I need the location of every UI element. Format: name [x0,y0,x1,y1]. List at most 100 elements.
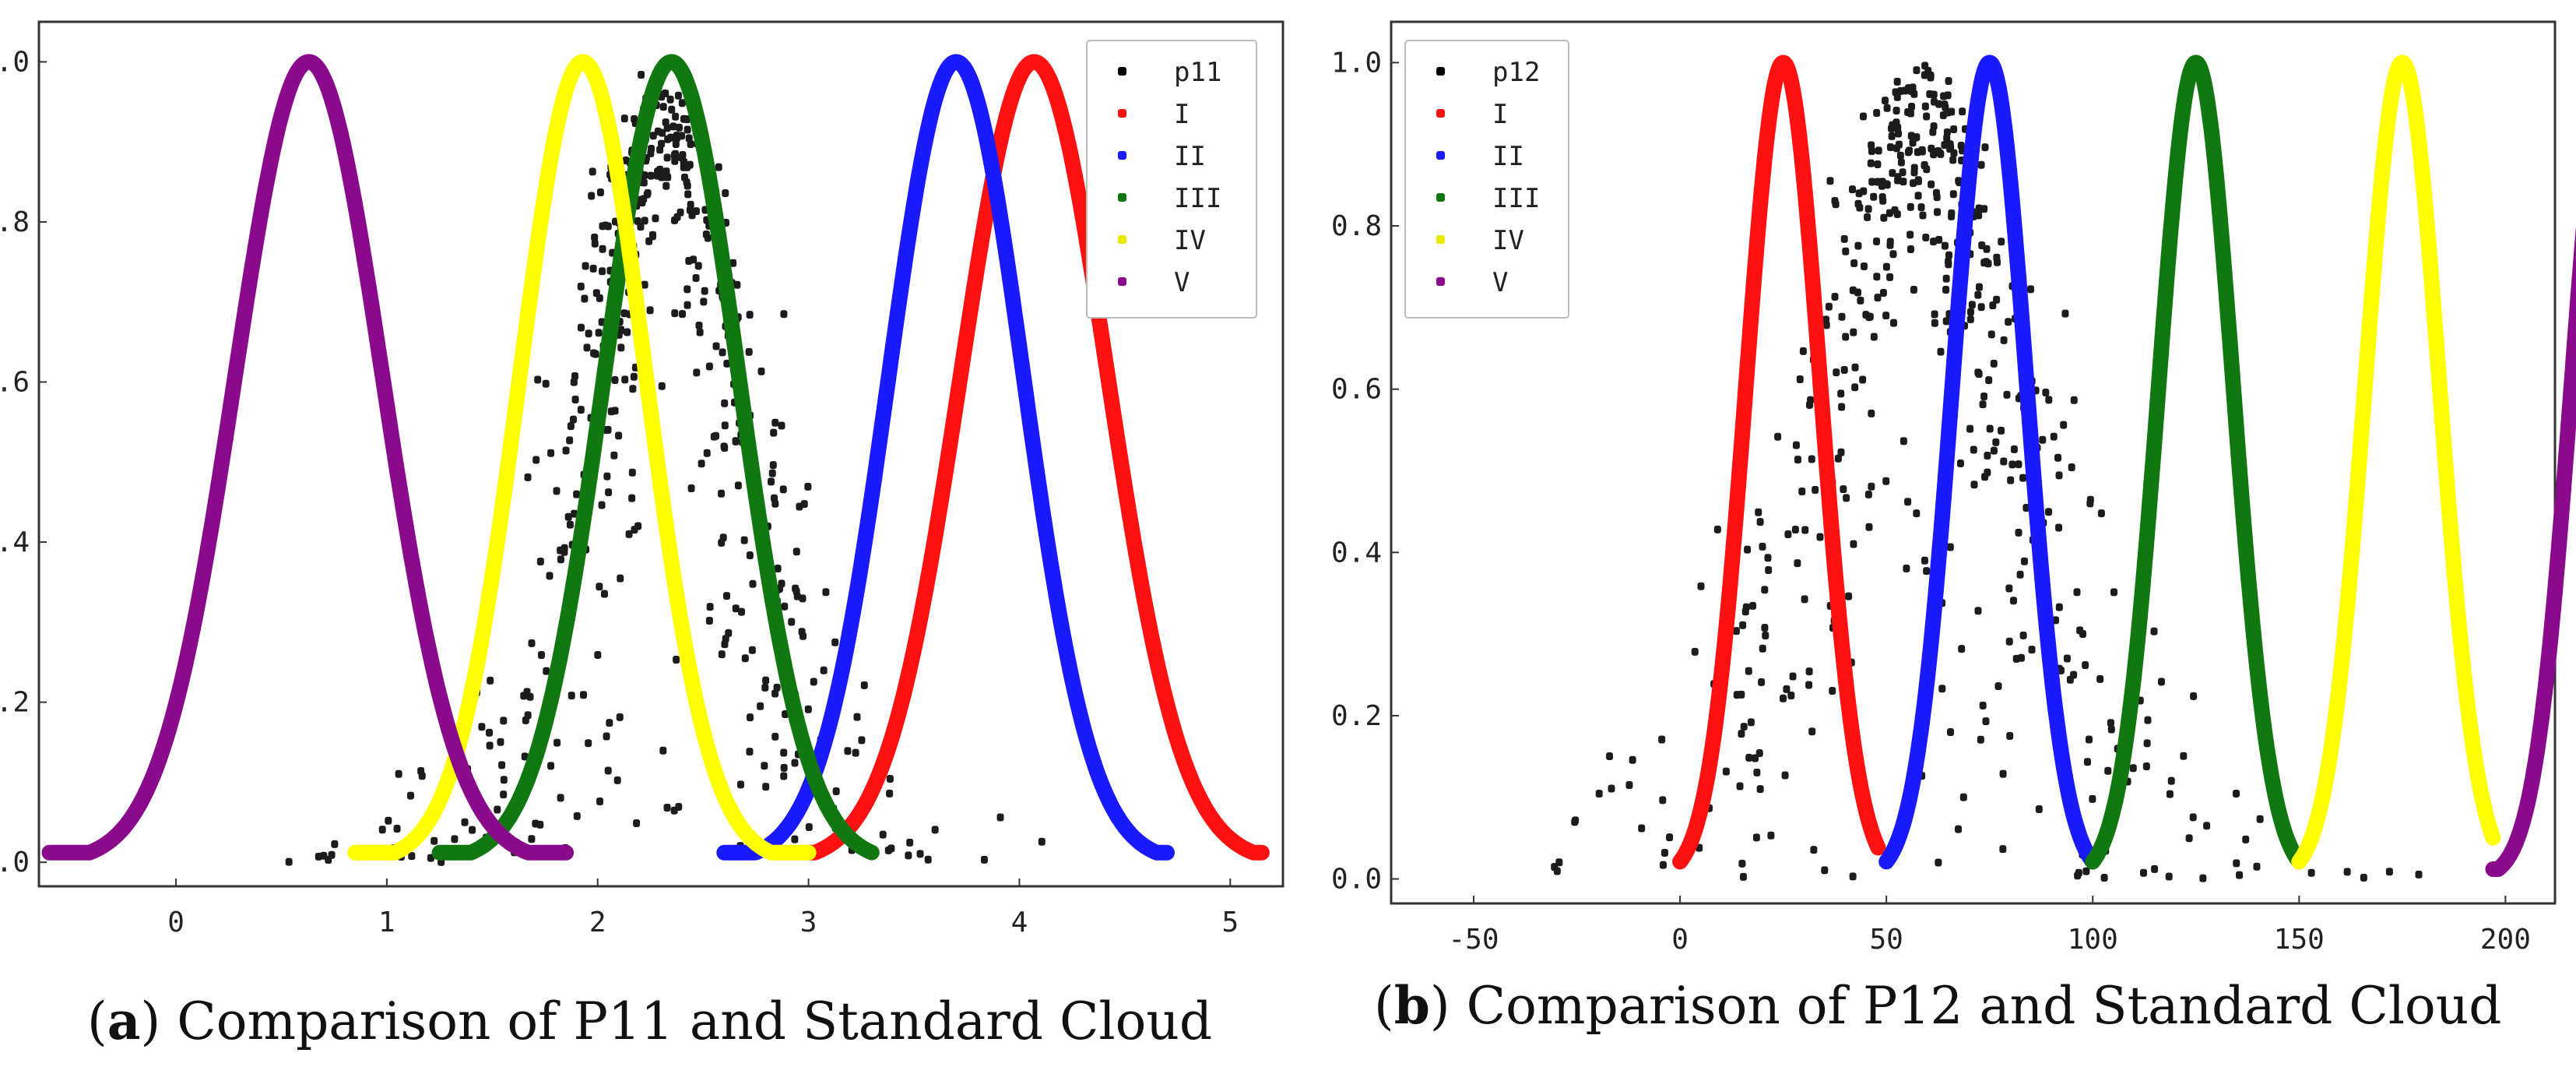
drop-point [780,748,788,757]
drop-point [522,716,529,724]
plot-frame [1390,20,2557,905]
drop-point [1882,97,1889,105]
drop-point [1880,213,1888,222]
drop-point [685,134,693,143]
drop-point [1978,241,1986,250]
drop-point [1956,460,1964,468]
drop-point [554,738,561,747]
drop-point [1981,143,1989,152]
drop-point [568,692,575,700]
drop-point [1801,526,1809,534]
drop-point [718,650,726,659]
drop-point [2005,637,2013,646]
drop-point [1935,235,1943,244]
drop-point [2110,588,2117,597]
drop-point [704,234,712,242]
legend-label: III [1174,183,1221,214]
drop-point [1864,490,1872,498]
drop-point [494,805,501,814]
drop-point [780,772,788,780]
drop-point [654,127,662,136]
drop-point [820,666,828,674]
drop-point [761,683,769,692]
drop-point [1801,595,1808,604]
legend-label: p11 [1174,57,1221,88]
drop-point [684,115,691,124]
drop-point [1753,768,1761,776]
cloud-curve-III [2085,55,2307,870]
drop-point [723,359,731,368]
drop-point [1756,785,1764,794]
drop-point [1756,518,1764,526]
drop-point [1840,485,1847,494]
drop-point [723,592,731,600]
drop-point [2097,509,2105,518]
drop-point [1868,147,1875,156]
drop-point [1904,148,1912,157]
caption-b: (b) Comparison of P12 and Standard Cloud [1374,975,2502,1036]
drop-point [585,329,592,338]
drop-point [1999,769,2007,778]
drop-point [2073,588,2081,597]
drop-point [2104,766,2112,775]
drop-point [721,443,729,452]
drop-point [1874,294,1882,302]
drop-point [658,382,666,390]
drop-point [1950,149,1958,157]
drop-point [526,692,534,701]
drop-point [1907,132,1915,140]
drop-point [570,378,578,386]
drop-point [2082,660,2089,669]
drop-point [1993,295,2001,304]
drop-point [1919,211,1927,220]
drop-point [692,207,700,216]
drop-point [592,289,600,298]
drop-point [662,89,669,97]
drop-point [725,629,733,637]
drop-point [1913,509,1921,518]
drop-point [615,431,623,440]
legend-marker [1118,277,1126,286]
drop-point [1977,160,1985,169]
drop-point [646,306,654,315]
cloud-curve-IV [2291,55,2501,870]
drop-point [610,451,618,460]
drop-point [2015,528,2022,537]
drop-point [573,490,581,498]
drop-point [500,776,508,784]
drop-point [677,153,685,162]
drop-point [1990,359,1998,368]
drop-point [2086,499,2094,508]
drop-point [663,803,671,812]
drop-point [1784,530,1792,538]
drop-point [844,747,852,755]
drop-point [1789,672,1797,681]
drop-point [832,787,840,795]
drop-point [1955,825,1963,833]
drop-point [1868,482,1875,491]
drop-point [721,421,729,430]
drop-point [1910,168,1918,177]
drop-point [698,460,705,468]
drop-point [1759,644,1766,653]
drop-point [1749,601,1757,610]
drop-point [2236,871,2244,879]
drop-point [285,857,293,866]
drop-point [771,732,779,741]
drop-point [1949,190,1957,199]
drop-point [1935,858,1942,867]
drop-point [589,264,597,273]
drop-point [732,437,740,445]
drop-point [561,544,568,552]
drop-point [1794,559,1801,568]
drop-point [852,748,859,757]
x-tick-label: 1 [378,907,395,938]
drop-point [487,676,494,685]
drop-point [2063,654,2071,663]
drop-point [566,436,574,445]
drop-point [684,125,691,134]
drop-point [1833,368,1840,377]
drop-point [1992,438,2000,446]
drop-point [2027,285,2035,294]
